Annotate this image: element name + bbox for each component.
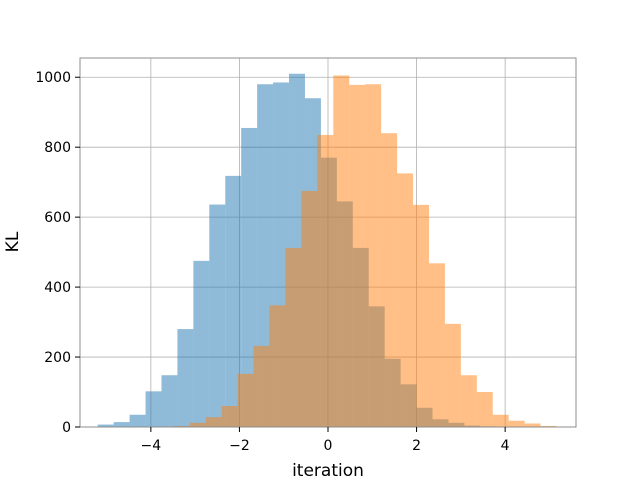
histogram-bar [428,263,445,427]
histogram-bar [301,190,318,427]
histogram-bar [161,375,178,427]
histogram-bar [540,425,557,427]
histogram-bar [253,345,270,427]
y-axis-label: KL [3,231,23,252]
histogram-bar [444,323,461,427]
histogram-bar [317,134,334,427]
x-tick-label: −4 [141,438,162,454]
y-tick-label: 0 [62,420,71,436]
histogram-bar [349,84,366,427]
histogram-bar [173,425,190,427]
histogram-bar [241,127,258,427]
x-tick-label: 0 [324,438,333,454]
histogram-bar [237,373,254,427]
axis-ticks: −4 −2 0 2 4 0 200 400 600 800 1000 [35,70,509,454]
y-tick-label: 400 [44,280,71,296]
x-tick-label: −2 [229,438,250,454]
histogram-bar [221,406,238,427]
x-tick-label: 2 [412,438,421,454]
histogram-bar [97,424,114,427]
histogram-bar [524,423,541,427]
histogram-bar [476,392,493,427]
histogram-bar [177,329,194,427]
series-1-bars [173,75,557,428]
histogram-bar [460,375,477,427]
histogram-bar [269,305,286,427]
histogram-bar [285,247,302,427]
histogram-bar [333,75,350,427]
histogram-bar [193,260,210,427]
y-tick-label: 800 [44,140,71,156]
y-tick-label: 200 [44,350,71,366]
histogram-bar [145,391,162,427]
histogram-bar [205,417,222,427]
histogram-bar [365,84,382,427]
histogram-bar [189,422,206,427]
histogram-bar [129,414,146,427]
y-tick-label: 1000 [35,70,71,86]
histogram-bar [397,173,414,427]
y-tick-label: 600 [44,210,71,226]
histogram-bar [225,175,242,427]
histogram-bar [492,414,509,427]
x-axis-label: iteration [292,461,364,480]
x-tick-label: 4 [501,438,510,454]
histogram-bar [257,84,274,427]
histogram-bar [381,133,398,428]
histogram-bar [508,420,525,427]
histogram-bar [209,204,226,427]
histogram-bars [97,73,557,428]
histogram-bar [413,204,429,427]
histogram-bar [113,422,130,427]
